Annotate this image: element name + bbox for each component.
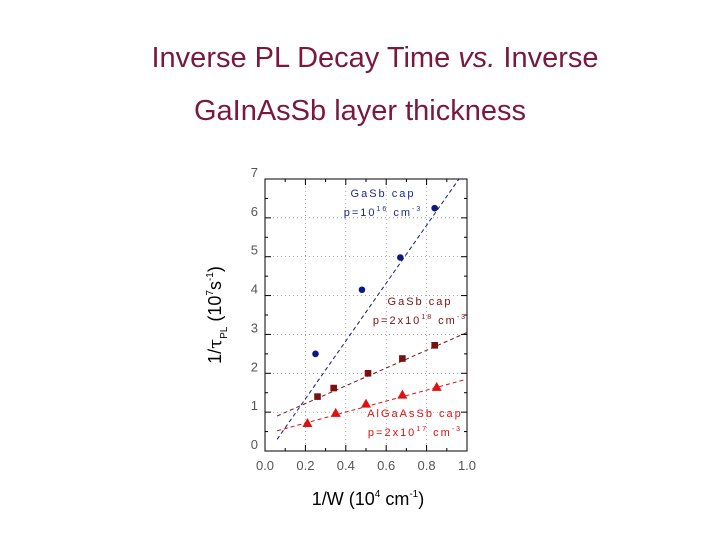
y-axis-title: 1/τPL (107s-1) [205, 266, 230, 364]
point-square [431, 342, 438, 349]
annotation-label-line2: p=2x1018 cm-3 [373, 314, 467, 327]
point-triangle [361, 398, 371, 408]
point-square [364, 369, 372, 377]
point-circle [397, 254, 404, 261]
slide-title-line-2: GaInAsSb layer thickness [193, 95, 527, 127]
annotation-label-line2: p=1016 cm-3 [344, 206, 423, 219]
annotation-label-line1: AlGaAsSb cap [367, 408, 463, 420]
y-tick-label: 2 [251, 359, 258, 374]
fit-line-series-1 [276, 178, 460, 440]
x-tick-label: 0.8 [418, 458, 436, 473]
axis-ticks [264, 178, 468, 452]
point-triangle [431, 381, 442, 391]
point-circle [358, 286, 366, 294]
x-tick-label: 0.0 [256, 458, 274, 473]
annotation-series-2: GaSb cap p=2x1018 cm-3 [373, 296, 467, 327]
slide-title-line-1: Inverse PL Decay Time vs. Inverse [0, 42, 720, 75]
annotation-label-line1: GaSb cap [351, 188, 416, 200]
annotation-series-1: GaSb cap p=1016 cm-3 [344, 188, 423, 219]
x-tick-label: 0.4 [337, 458, 355, 473]
title-part-a: Inverse PL Decay Time [151, 42, 459, 74]
y-tick-label: 7 [251, 165, 258, 180]
x-tick-label: 0.6 [377, 458, 395, 473]
annotation-label-line1: GaSb cap [388, 296, 453, 308]
y-tick-label: 6 [251, 204, 258, 219]
series-annotations: GaSb cap p=1016 cm-3 GaSb cap p=2x1018 cm-3… [344, 188, 467, 439]
annotation-series-3: AlGaAsSb cap p=2x1017 cm-3 [367, 408, 463, 439]
y-tick-label: 5 [251, 243, 258, 258]
title-part-c: Inverse [495, 42, 599, 74]
point-circle [312, 350, 319, 358]
x-tick-label: 0.2 [296, 458, 314, 473]
y-tick-label: 1 [251, 398, 258, 413]
title-part-vs: vs. [458, 42, 496, 74]
x-axis-title: 1/W (104 cm-1) [312, 489, 425, 509]
annotation-label-line2: p=2x1017 cm-3 [368, 426, 462, 439]
x-tick-label: 1.0 [458, 458, 476, 473]
y-tick-label: 3 [251, 320, 258, 335]
fit-line-series-2 [276, 332, 468, 417]
point-triangle [397, 389, 408, 399]
data-points [302, 204, 442, 428]
tick-labels: 0.0 0.2 0.4 0.6 0.8 1.0 0 1 2 3 4 5 6 7 [251, 165, 476, 473]
point-circle [431, 204, 438, 212]
point-square [399, 355, 406, 362]
point-square [314, 393, 321, 400]
point-triangle [330, 407, 341, 417]
y-tick-label: 4 [251, 282, 258, 297]
point-triangle [302, 418, 313, 428]
point-square [330, 384, 337, 392]
y-tick-label: 0 [251, 437, 258, 452]
